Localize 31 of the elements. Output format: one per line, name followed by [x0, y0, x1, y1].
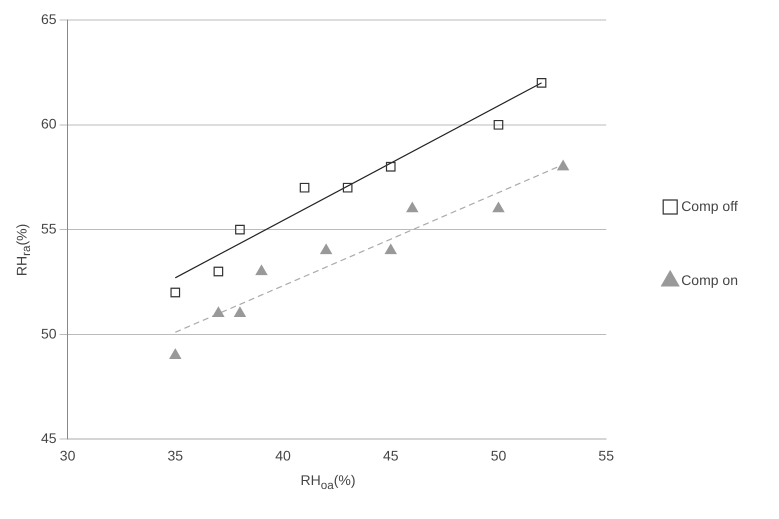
point	[320, 244, 332, 254]
point	[170, 348, 182, 359]
x-tick-label: 45	[382, 447, 399, 464]
point	[386, 162, 396, 172]
point	[214, 266, 224, 276]
x-axis-title: RH$_{oa}$(%)	[300, 472, 356, 492]
x-tick-label: 40	[275, 447, 292, 464]
y-tick-label: 50	[40, 325, 57, 342]
legend-label: Comp off	[681, 198, 738, 214]
point	[234, 306, 246, 318]
point	[235, 224, 245, 234]
point	[170, 288, 180, 298]
point	[536, 78, 546, 88]
x-tick-label: 55	[598, 447, 614, 464]
point	[557, 160, 569, 170]
point	[494, 120, 504, 130]
y-tick-label: 55	[40, 220, 57, 236]
x-tick-label: 35	[168, 447, 184, 464]
point	[342, 182, 352, 193]
point	[300, 182, 310, 193]
point	[406, 202, 418, 212]
y-tick-label: 45	[40, 430, 57, 446]
point	[256, 264, 268, 276]
point	[492, 202, 504, 212]
x-tick-label: 30	[60, 447, 76, 464]
point	[384, 244, 397, 254]
x-tick-label: 50	[490, 447, 506, 464]
point	[212, 306, 224, 318]
y-tick-label: 60	[40, 116, 57, 132]
y-tick-label: 65	[40, 10, 57, 27]
legend-label: Comp on	[681, 272, 738, 288]
